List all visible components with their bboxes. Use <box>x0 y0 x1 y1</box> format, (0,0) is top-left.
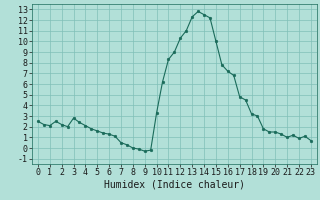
X-axis label: Humidex (Indice chaleur): Humidex (Indice chaleur) <box>104 180 245 190</box>
